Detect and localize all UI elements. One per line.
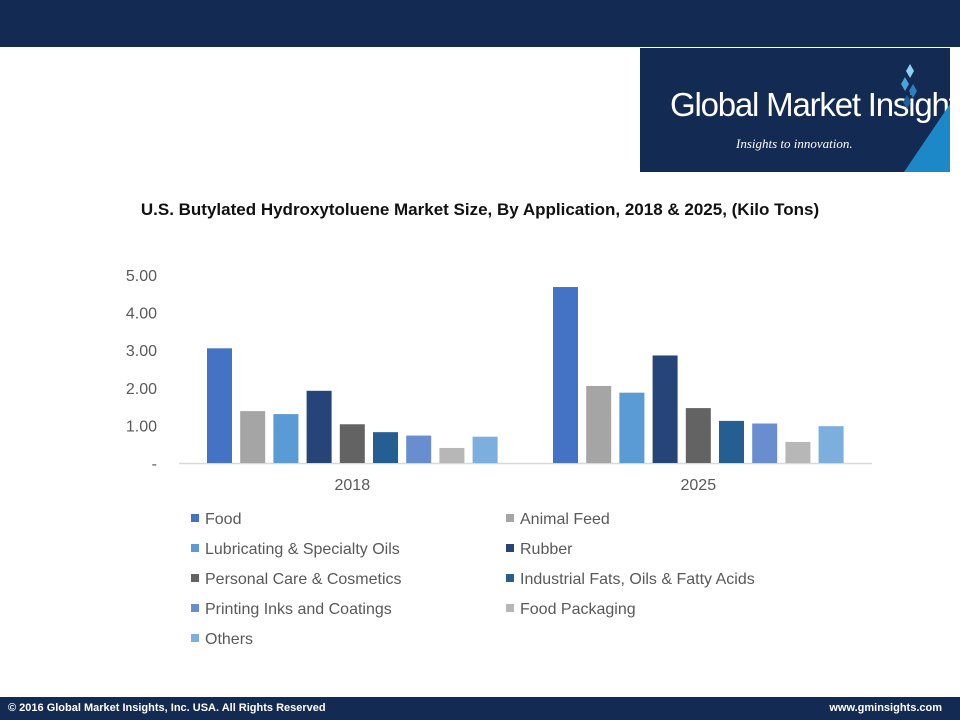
brand-tagline: Insights to innovation.	[736, 136, 853, 151]
header-bar	[0, 0, 960, 47]
bar-lubricating-specialty-oils-2025	[619, 392, 645, 463]
bar-others-2025	[818, 426, 844, 463]
bar-animal-feed-2025	[586, 385, 612, 463]
corner-accent-icon	[904, 104, 950, 172]
brand-name: Global Market Insights	[670, 86, 950, 123]
legend-swatch	[506, 514, 514, 522]
y-tick-label: -	[152, 456, 157, 473]
legend-swatch	[191, 574, 199, 582]
website-link[interactable]: www.gminsights.com	[829, 702, 942, 714]
bar-industrial-fats-oils-fatty-acids-2025	[719, 420, 744, 463]
y-tick-label: 2.00	[126, 381, 157, 398]
chart-title: U.S. Butylated Hydroxytoluene Market Siz…	[140, 200, 820, 219]
y-tick-label: 5.00	[126, 268, 157, 285]
legend-swatch	[191, 604, 199, 612]
legend-label: Rubber	[520, 541, 573, 558]
bar-food-packaging-2025	[785, 441, 811, 463]
bar-others-2018	[472, 436, 498, 463]
bar-personal-care-cosmetics-2018	[339, 424, 365, 463]
copyright-text: © 2016 Global Market Insights, Inc. USA.…	[8, 702, 326, 714]
bar-lubricating-specialty-oils-2018	[273, 414, 299, 463]
bar-food-2018	[207, 348, 232, 463]
legend-label: Lubricating & Specialty Oils	[205, 541, 400, 558]
legend-swatch	[191, 514, 199, 522]
diamond-logo-icon	[901, 64, 917, 109]
bar-food-packaging-2018	[439, 447, 465, 463]
brand-logo[interactable]: Global Market Insights Insights to innov…	[640, 48, 950, 172]
legend-label: Others	[205, 631, 253, 648]
legend-swatch	[191, 544, 199, 552]
bar-animal-feed-2018	[240, 411, 266, 463]
x-tick-label: 2025	[681, 477, 717, 494]
legend-swatch	[191, 634, 199, 642]
legend-label: Printing Inks and Coatings	[205, 601, 392, 618]
legend-swatch	[506, 574, 514, 582]
legend-swatch	[506, 544, 514, 552]
bar-rubber-2025	[652, 355, 678, 463]
legend-swatch	[506, 604, 514, 612]
y-tick-label: 1.00	[126, 418, 157, 435]
bar-personal-care-cosmetics-2025	[685, 408, 711, 463]
x-tick-label: 2018	[335, 477, 371, 494]
bar-food-2025	[553, 287, 578, 463]
bar-printing-inks-and-coatings-2025	[752, 423, 778, 463]
bar-rubber-2018	[306, 390, 332, 463]
y-tick-label: 3.00	[126, 343, 157, 360]
legend-label: Animal Feed	[520, 511, 610, 528]
legend-label: Industrial Fats, Oils & Fatty Acids	[520, 571, 755, 588]
footer-bar: © 2016 Global Market Insights, Inc. USA.…	[0, 697, 960, 720]
y-tick-label: 4.00	[126, 306, 157, 323]
bar-printing-inks-and-coatings-2018	[406, 435, 432, 463]
legend-label: Food	[205, 511, 241, 528]
legend-label: Food Packaging	[520, 601, 636, 618]
bar-industrial-fats-oils-fatty-acids-2018	[373, 432, 398, 463]
bar-chart: - 1.00 2.00 3.00 4.00 5.00 2018 2025 Food Animal …	[126, 268, 872, 648]
legend-label: Personal Care & Cosmetics	[205, 571, 402, 588]
